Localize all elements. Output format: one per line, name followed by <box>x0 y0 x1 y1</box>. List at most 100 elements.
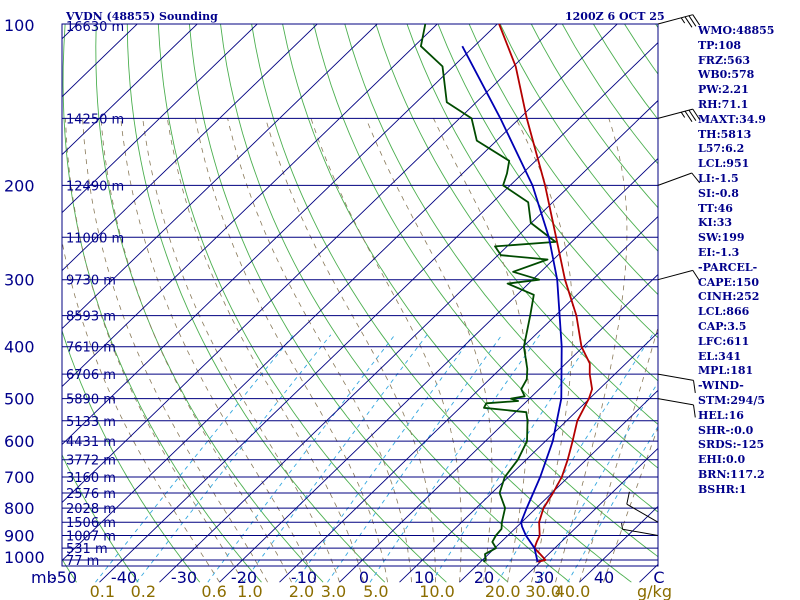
index-line: CAP:3.5 <box>698 319 747 333</box>
dry-adiabat <box>126 24 386 583</box>
index-line: WB0:578 <box>698 68 755 82</box>
dry-adiabat <box>468 24 658 296</box>
index-line: STM:294/5 <box>698 393 765 407</box>
wind-barb-shaft <box>657 14 693 25</box>
moist-adiabat <box>142 118 340 583</box>
index-line: FRZ:563 <box>698 53 751 67</box>
height-label: 5133 m <box>66 415 116 430</box>
height-label: 7610 m <box>66 341 116 356</box>
pressure-tick-label: 1000 <box>4 548 45 567</box>
dry-adiabat <box>406 24 658 382</box>
wind-barb <box>621 522 659 536</box>
mixing-ratio-line <box>567 425 658 583</box>
height-label: 1007 m <box>66 530 116 545</box>
chart-valid-time: 1200Z 6 OCT 25 <box>565 10 665 23</box>
index-line: LCL:866 <box>698 305 750 319</box>
dry-adiabat <box>499 24 658 252</box>
dry-adiabat <box>62 453 139 583</box>
mixing-ratio-line <box>207 334 396 583</box>
mixing-ratio-line <box>136 334 332 583</box>
temperature-tick-label: -10 <box>291 568 317 587</box>
isotherm <box>219 157 658 583</box>
mixing-ratio-line <box>327 334 503 583</box>
height-label: 16630 m <box>66 20 124 35</box>
isotherm <box>62 24 378 330</box>
temperature-tick-label: 30 <box>534 568 554 587</box>
dry-adiabat <box>282 24 658 558</box>
index-line: MPL:181 <box>698 364 754 378</box>
dry-adiabat <box>437 24 658 339</box>
moist-adiabat <box>579 325 658 583</box>
temperature-tick-label: 20 <box>474 568 494 587</box>
dry-adiabat <box>0 0 15 582</box>
index-line: CAPE:150 <box>698 275 759 289</box>
moist-adiabat <box>100 118 292 583</box>
wind-barb-flag <box>688 109 697 121</box>
index-line: CINH:252 <box>698 290 760 304</box>
index-line: LI:-1.5 <box>698 171 739 185</box>
wind-barb-shaft <box>657 108 693 119</box>
pressure-tick-label: 400 <box>4 338 35 357</box>
index-line: SRDS:-125 <box>698 438 765 452</box>
height-label: 3772 m <box>66 454 116 469</box>
temperature-tick-label: 0 <box>359 568 369 587</box>
moist-adiabat <box>515 118 574 583</box>
index-line: BRN:117.2 <box>698 467 765 481</box>
moist-adiabat <box>310 118 462 583</box>
index-line: EI:-1.3 <box>698 245 740 259</box>
mixing-ratio-label: 20.0 <box>485 582 521 600</box>
dry-adiabat <box>313 24 658 513</box>
index-line: TT:46 <box>698 201 733 215</box>
index-line: EL:341 <box>698 349 742 363</box>
height-label: 12490 m <box>66 179 124 194</box>
wind-barbs <box>621 14 701 536</box>
pressure-tick-label: 600 <box>4 432 35 451</box>
index-line: EHI:0.0 <box>698 453 746 467</box>
dry-adiabat <box>188 24 509 583</box>
index-line: TH:5813 <box>698 127 752 141</box>
mixing-ratio-label: 3.0 <box>321 582 346 600</box>
wind-barb <box>657 398 696 418</box>
wind-barb <box>626 491 659 523</box>
pressure-tick-label: 300 <box>4 271 35 290</box>
height-label: 2028 m <box>66 502 116 517</box>
wind-barb <box>657 108 701 122</box>
wind-barb-flag <box>693 404 696 418</box>
index-line: BSHR:1 <box>698 482 747 496</box>
mixing-ratio-label: 10.0 <box>419 582 455 600</box>
moist-adiabat <box>433 118 529 583</box>
temperature-tick-label: -50 <box>51 568 77 587</box>
index-line: L57:6.2 <box>698 142 745 156</box>
wind-barb-half <box>680 17 686 24</box>
height-label: 5890 m <box>66 393 116 408</box>
wind-barb-shaft <box>626 503 659 523</box>
isotherm <box>62 24 618 562</box>
chart-series <box>419 23 593 563</box>
moist-adiabat <box>265 118 436 583</box>
isotherm <box>62 24 498 446</box>
dry-adiabat <box>251 24 632 583</box>
wind-barb-shaft <box>622 528 659 536</box>
index-line: TP:108 <box>698 38 742 52</box>
mixing-ratio-label: 0.6 <box>201 582 226 600</box>
series-parcel-line <box>461 45 563 563</box>
temperature-tick-label: -20 <box>231 568 257 587</box>
isotherm <box>62 24 558 504</box>
wind-barb-shaft <box>657 373 694 381</box>
plot-frame <box>61 23 659 567</box>
mixing-ratio-label: 1.0 <box>237 582 262 600</box>
height-label: 14250 m <box>66 112 124 127</box>
pressure-tick-label: 700 <box>4 468 35 487</box>
dry-adiabat <box>220 24 570 583</box>
temperature-tick-label: 40 <box>594 568 614 587</box>
wind-barb <box>657 373 696 393</box>
wind-barb-flag <box>688 15 697 27</box>
pressure-tick-label: 500 <box>4 390 35 409</box>
index-line: PW:2.21 <box>698 83 749 97</box>
height-label: 6706 m <box>66 368 116 383</box>
index-line: -WIND- <box>698 379 744 393</box>
dry-adiabat <box>375 24 658 425</box>
moist-adiabat <box>82 118 268 583</box>
wind-barb <box>657 172 701 186</box>
moist-adiabat <box>120 118 316 583</box>
